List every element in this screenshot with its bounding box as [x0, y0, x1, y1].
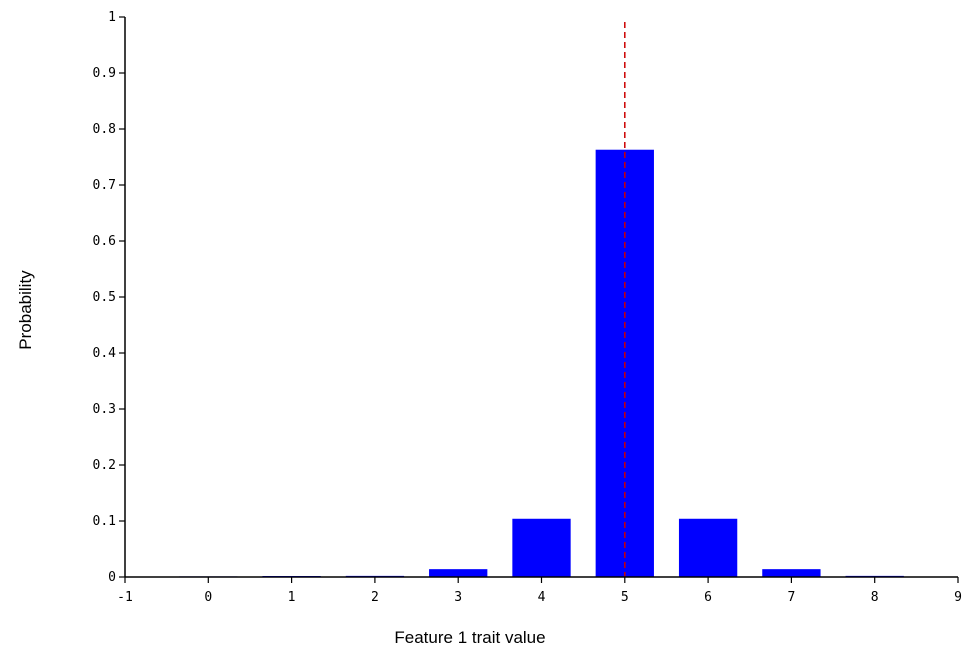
x-tick-label: 6 — [704, 590, 712, 605]
y-tick-label: 0.7 — [93, 178, 116, 193]
x-tick-label: 7 — [787, 590, 795, 605]
y-tick-label: 0.4 — [93, 346, 117, 361]
axes — [124, 17, 958, 578]
y-tick-label: 0 — [108, 570, 116, 585]
bar — [678, 518, 738, 577]
x-tick-label: 4 — [538, 590, 546, 605]
y-tick-label: 0.5 — [93, 290, 116, 305]
x-ticks: -1 0 1 2 3 4 5 6 7 8 9 — [117, 577, 962, 605]
x-tick-label: 2 — [371, 590, 379, 605]
x-tick-label: -1 — [117, 590, 133, 605]
y-tick-label: 0.2 — [93, 458, 116, 473]
y-tick-label: 0.8 — [93, 122, 116, 137]
x-tick-label: 1 — [288, 590, 296, 605]
x-tick-label: 3 — [454, 590, 462, 605]
y-axis-title: Probability — [16, 270, 35, 350]
x-tick-label: 5 — [621, 590, 629, 605]
x-tick-label: 8 — [871, 590, 879, 605]
x-tick-label: 0 — [204, 590, 212, 605]
y-tick-label: 0.1 — [93, 514, 116, 529]
y-tick-label: 1 — [108, 10, 116, 25]
bar — [762, 569, 821, 577]
x-axis-title: Feature 1 trait value — [394, 628, 545, 647]
y-ticks: 0 0.1 0.2 0.3 0.4 0.5 0.6 0.7 0.8 0.9 1 — [93, 10, 125, 585]
bar — [512, 518, 571, 577]
x-tick-label: 9 — [954, 590, 962, 605]
y-tick-label: 0.9 — [93, 66, 116, 81]
bar — [429, 569, 488, 577]
bars — [179, 149, 904, 577]
y-tick-label: 0.3 — [93, 402, 116, 417]
y-tick-label: 0.6 — [93, 234, 116, 249]
